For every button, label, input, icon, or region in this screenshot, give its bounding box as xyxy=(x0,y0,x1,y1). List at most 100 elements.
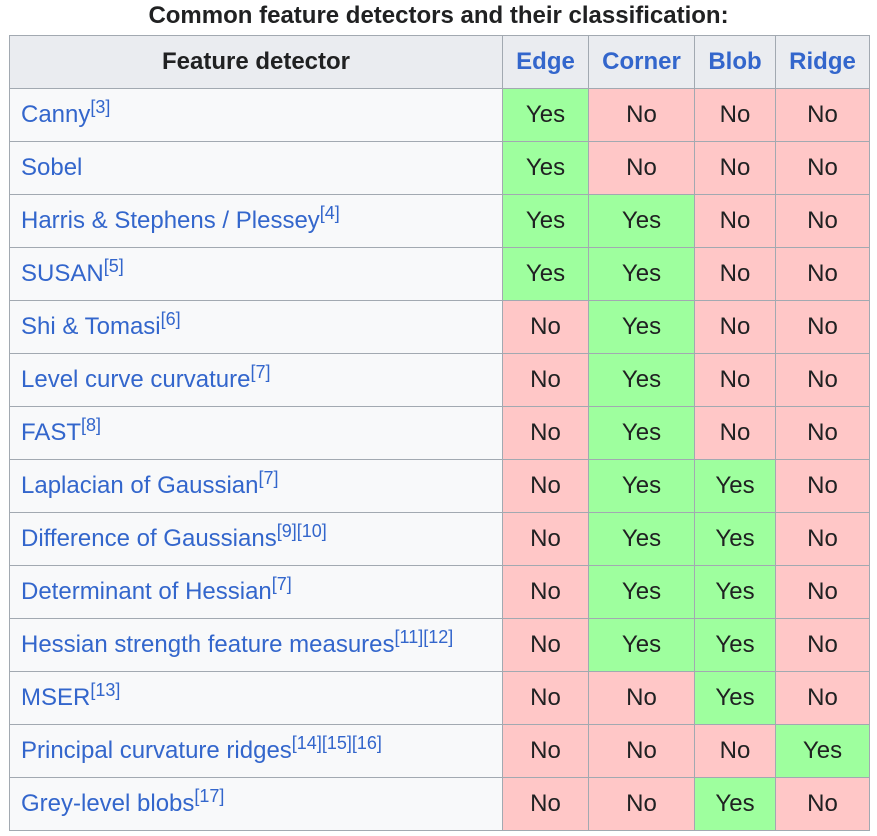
blob-value-cell: Yes xyxy=(694,459,776,513)
ridge-value-cell: No xyxy=(775,406,870,460)
detector-name-cell: Canny[3] xyxy=(9,88,503,142)
reference-link[interactable]: [7] xyxy=(250,362,271,382)
blob-value-cell: No xyxy=(694,406,776,460)
ridge-value-cell: No xyxy=(775,565,870,619)
detector-name-cell: Principal curvature ridges[14][15][16] xyxy=(9,724,503,778)
corner-value-cell: Yes xyxy=(588,300,695,354)
ridge-value-cell: No xyxy=(775,88,870,142)
ridge-value-cell: No xyxy=(775,618,870,672)
table-row: Laplacian of Gaussian[7] No Yes Yes No xyxy=(9,459,870,513)
table-row: FAST[8] No Yes No No xyxy=(9,406,870,460)
detector-name-link[interactable]: Laplacian of Gaussian xyxy=(21,472,259,499)
reference-link[interactable]: [17] xyxy=(194,786,225,806)
reference-link[interactable]: [14][15][16] xyxy=(291,733,382,753)
detector-name-cell: Determinant of Hessian[7] xyxy=(9,565,503,619)
header-row: Feature detector Edge Corner Blob Ridge xyxy=(9,35,870,89)
detector-name-link[interactable]: Hessian strength feature measures xyxy=(21,631,395,658)
detector-name-link[interactable]: Principal curvature ridges xyxy=(21,737,292,764)
ridge-value-cell: No xyxy=(775,671,870,725)
reference-link[interactable]: [8] xyxy=(81,415,102,435)
detector-name-link[interactable]: Difference of Gaussians xyxy=(21,525,277,552)
blob-value-cell: Yes xyxy=(694,671,776,725)
corner-value-cell: No xyxy=(588,671,695,725)
feature-detector-table: Feature detector Edge Corner Blob Ridge … xyxy=(9,35,870,831)
corner-value-cell: Yes xyxy=(588,565,695,619)
detector-name-link[interactable]: Grey-level blobs xyxy=(21,790,195,817)
header-blob-link[interactable]: Blob xyxy=(694,35,776,89)
corner-value-cell: Yes xyxy=(588,247,695,301)
blob-value-cell: Yes xyxy=(694,777,776,831)
edge-value-cell: No xyxy=(502,671,589,725)
detector-name-link[interactable]: Determinant of Hessian xyxy=(21,578,272,605)
corner-value-cell: No xyxy=(588,141,695,195)
reference-link[interactable]: [11][12] xyxy=(394,627,454,647)
table-row: Shi & Tomasi[6] No Yes No No xyxy=(9,300,870,354)
detector-name-link[interactable]: Level curve curvature xyxy=(21,366,251,393)
reference-link[interactable]: [13] xyxy=(90,680,121,700)
blob-value-cell: Yes xyxy=(694,565,776,619)
ridge-value-cell: Yes xyxy=(775,724,870,778)
ridge-value-cell: No xyxy=(775,353,870,407)
header-corner-link[interactable]: Corner xyxy=(588,35,695,89)
corner-value-cell: Yes xyxy=(588,406,695,460)
table-row: Sobel Yes No No No xyxy=(9,141,870,195)
detector-name-link[interactable]: SUSAN xyxy=(21,260,104,287)
detector-name-cell: SUSAN[5] xyxy=(9,247,503,301)
table-row: Grey-level blobs[17] No No Yes No xyxy=(9,777,870,831)
detector-name-cell: Shi & Tomasi[6] xyxy=(9,300,503,354)
corner-value-cell: No xyxy=(588,777,695,831)
reference-link[interactable]: [7] xyxy=(258,468,279,488)
corner-value-cell: No xyxy=(588,88,695,142)
header-ridge-link[interactable]: Ridge xyxy=(775,35,870,89)
ridge-value-cell: No xyxy=(775,777,870,831)
edge-value-cell: No xyxy=(502,777,589,831)
table-row: Determinant of Hessian[7] No Yes Yes No xyxy=(9,565,870,619)
reference-link[interactable]: [4] xyxy=(319,203,340,223)
header-edge-link[interactable]: Edge xyxy=(502,35,589,89)
corner-value-cell: Yes xyxy=(588,512,695,566)
detector-name-cell: Level curve curvature[7] xyxy=(9,353,503,407)
detector-name-cell: Hessian strength feature measures[11][12… xyxy=(9,618,503,672)
detector-name-cell: FAST[8] xyxy=(9,406,503,460)
detector-name-link[interactable]: Harris & Stephens / Plessey xyxy=(21,207,320,234)
ridge-value-cell: No xyxy=(775,141,870,195)
reference-link[interactable]: [7] xyxy=(271,574,292,594)
detector-name-link[interactable]: Sobel xyxy=(21,154,83,181)
table-row: Harris & Stephens / Plessey[4] Yes Yes No No xyxy=(9,194,870,248)
reference-link[interactable]: [6] xyxy=(160,309,181,329)
detector-name-link[interactable]: Canny xyxy=(21,101,91,128)
detector-name-cell: Harris & Stephens / Plessey[4] xyxy=(9,194,503,248)
detector-name-link[interactable]: Shi & Tomasi xyxy=(21,313,161,340)
detector-name-cell: Laplacian of Gaussian[7] xyxy=(9,459,503,513)
edge-value-cell: Yes xyxy=(502,194,589,248)
edge-value-cell: Yes xyxy=(502,88,589,142)
corner-value-cell: Yes xyxy=(588,353,695,407)
table-row: SUSAN[5] Yes Yes No No xyxy=(9,247,870,301)
reference-link[interactable]: [9][10] xyxy=(276,521,327,541)
corner-value-cell: Yes xyxy=(588,459,695,513)
detector-name-link[interactable]: FAST xyxy=(21,419,82,446)
blob-value-cell: No xyxy=(694,724,776,778)
blob-value-cell: No xyxy=(694,300,776,354)
reference-link[interactable]: [5] xyxy=(103,256,124,276)
edge-value-cell: Yes xyxy=(502,141,589,195)
detector-name-cell: Grey-level blobs[17] xyxy=(9,777,503,831)
table-row: MSER[13] No No Yes No xyxy=(9,671,870,725)
blob-value-cell: No xyxy=(694,88,776,142)
header-feature-detector: Feature detector xyxy=(9,35,503,89)
detector-name-cell: MSER[13] xyxy=(9,671,503,725)
table-row: Canny[3] Yes No No No xyxy=(9,88,870,142)
edge-value-cell: No xyxy=(502,565,589,619)
ridge-value-cell: No xyxy=(775,247,870,301)
ridge-value-cell: No xyxy=(775,300,870,354)
blob-value-cell: No xyxy=(694,194,776,248)
reference-link[interactable]: [3] xyxy=(90,97,111,117)
detector-name-link[interactable]: MSER xyxy=(21,684,91,711)
ridge-value-cell: No xyxy=(775,459,870,513)
detector-name-cell: Difference of Gaussians[9][10] xyxy=(9,512,503,566)
table-row: Difference of Gaussians[9][10] No Yes Yes No xyxy=(9,512,870,566)
edge-value-cell: No xyxy=(502,724,589,778)
blob-value-cell: No xyxy=(694,141,776,195)
edge-value-cell: No xyxy=(502,406,589,460)
table-row: Principal curvature ridges[14][15][16] No… xyxy=(9,724,870,778)
